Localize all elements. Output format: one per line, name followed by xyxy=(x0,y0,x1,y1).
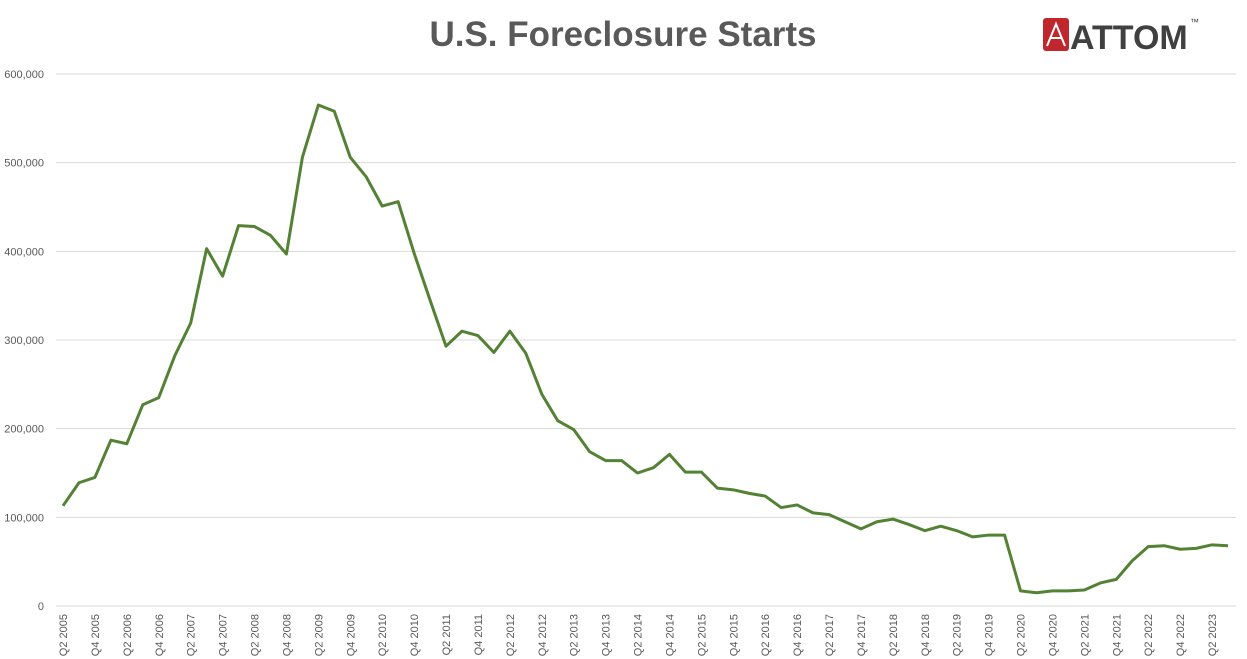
chart-title: U.S. Foreclosure Starts xyxy=(429,15,816,54)
x-tick-label: Q2 2015 xyxy=(696,614,708,656)
x-tick-label: Q2 2010 xyxy=(377,614,389,656)
x-tick-label: Q2 2009 xyxy=(313,614,325,656)
x-tick-label: Q4 2019 xyxy=(984,614,996,656)
x-tick-label: Q2 2013 xyxy=(569,614,581,656)
x-tick-label: Q4 2011 xyxy=(473,614,485,655)
logo-trademark: ™ xyxy=(1190,17,1199,27)
x-tick-label: Q2 2008 xyxy=(250,614,262,656)
x-tick-label: Q2 2020 xyxy=(1016,614,1028,656)
x-tick-label: Q4 2022 xyxy=(1175,614,1187,656)
x-tick-label: Q2 2014 xyxy=(633,614,645,656)
y-tick-label: 200,000 xyxy=(4,424,44,436)
x-tick-label: Q2 2017 xyxy=(824,614,836,656)
x-tick-label: Q4 2018 xyxy=(920,614,932,656)
x-tick-label: Q2 2023 xyxy=(1207,614,1219,656)
y-tick-label: 500,000 xyxy=(4,158,44,170)
y-tick-label: 300,000 xyxy=(4,335,44,347)
x-tick-label: Q2 2007 xyxy=(186,614,198,656)
x-tick-label: Q4 2016 xyxy=(792,614,804,656)
x-tick-label: Q4 2012 xyxy=(537,614,549,656)
logo-text: ATTOM xyxy=(1070,19,1188,57)
y-tick-label: 400,000 xyxy=(4,246,44,258)
x-tick-label: Q2 2016 xyxy=(760,614,772,656)
x-tick-label: Q4 2015 xyxy=(728,614,740,656)
y-tick-label: 600,000 xyxy=(4,69,44,81)
x-tick-label: Q2 2005 xyxy=(58,614,70,656)
x-tick-label: Q4 2017 xyxy=(856,614,868,656)
x-tick-label: Q2 2012 xyxy=(505,614,517,656)
x-tick-label: Q4 2009 xyxy=(345,614,357,656)
x-tick-label: Q2 2019 xyxy=(952,614,964,656)
x-tick-label: Q2 2011 xyxy=(441,614,453,655)
logo-icon-lines xyxy=(1046,21,1066,47)
x-tick-label: Q4 2013 xyxy=(601,614,613,656)
x-tick-label: Q4 2010 xyxy=(409,614,421,656)
series-line xyxy=(61,103,1229,595)
x-tick-label: Q4 2014 xyxy=(664,614,676,656)
x-tick-label: Q2 2018 xyxy=(888,614,900,656)
y-tick-label: 100,000 xyxy=(4,512,44,524)
logo: ATTOM ™ xyxy=(1043,17,1199,57)
x-tick-label: Q4 2008 xyxy=(281,614,293,656)
x-tick-label: Q2 2006 xyxy=(122,614,134,656)
x-tick-label: Q2 2022 xyxy=(1143,614,1155,656)
x-tick-label: Q4 2006 xyxy=(154,614,166,656)
x-tick-label: Q4 2007 xyxy=(218,614,230,656)
x-tick-label: Q4 2021 xyxy=(1111,614,1123,656)
x-tick-label: Q2 2021 xyxy=(1079,614,1091,656)
y-tick-label: 0 xyxy=(38,601,44,613)
logo-icon xyxy=(1043,18,1069,51)
x-tick-label: Q4 2020 xyxy=(1047,614,1059,656)
x-tick-label: Q4 2005 xyxy=(90,614,102,656)
